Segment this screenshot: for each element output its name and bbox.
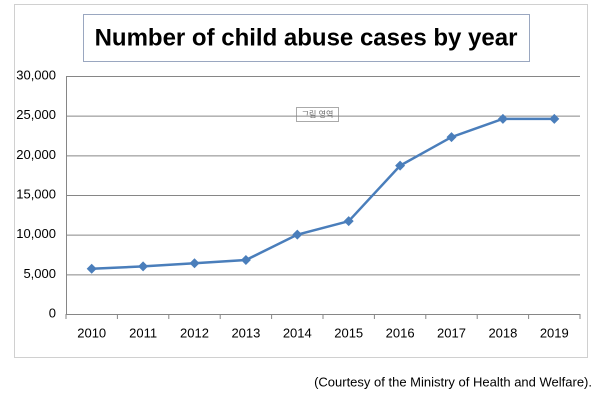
y-tick-label: 25,000 [16, 107, 56, 122]
y-tick-label: 30,000 [16, 67, 56, 82]
marker [395, 160, 406, 171]
x-tick-label: 2017 [437, 325, 466, 340]
chart-title: Number of child abuse cases by year [95, 24, 518, 51]
x-tick-label: 2019 [540, 325, 569, 340]
x-tick-label: 2016 [386, 325, 415, 340]
marker [497, 113, 508, 124]
footer: (Courtesy of the Ministry of Health and … [314, 374, 592, 389]
annotation-box [296, 107, 339, 122]
y-tick-label: 20,000 [16, 147, 56, 162]
x-tick-label: 2012 [180, 325, 209, 340]
x-tick-label: 2011 [129, 325, 157, 340]
y-tick-label: 10,000 [16, 226, 56, 241]
marker [343, 216, 354, 227]
marker [138, 261, 149, 272]
y-tick-label: 5,000 [23, 266, 56, 281]
title-box [83, 14, 530, 62]
marker [86, 263, 97, 274]
marker [446, 132, 457, 143]
marker [240, 255, 251, 266]
annotation: 그림 영역 [302, 109, 334, 119]
x-tick-label: 2015 [334, 325, 363, 340]
x-tick-label: 2018 [488, 325, 517, 340]
x-tick-label: 2010 [77, 325, 106, 340]
series-line [91, 117, 555, 271]
marker [189, 258, 200, 269]
y-tick-label: 15,000 [16, 186, 56, 201]
chart-frame [14, 4, 588, 358]
x-tick-label: 2013 [231, 325, 260, 340]
x-tick-label: 2014 [283, 325, 312, 340]
marker [292, 229, 303, 240]
marker [549, 113, 560, 124]
y-tick-label: 0 [49, 305, 56, 320]
